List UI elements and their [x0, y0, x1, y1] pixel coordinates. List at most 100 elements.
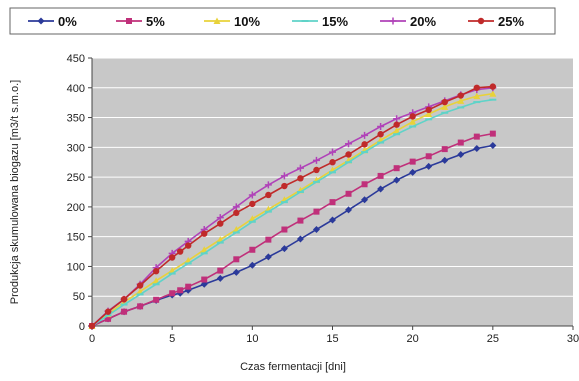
axes: 0 50 100 150 200 250 300 350 400 450 0 5 10 15 20 25 30 [67, 53, 579, 345]
y-tick-label: 250 [67, 172, 85, 184]
data-point [168, 254, 176, 261]
data-point [88, 322, 96, 330]
data-point [457, 92, 464, 99]
data-point [473, 133, 480, 140]
data-point [345, 140, 353, 148]
data-point [393, 127, 401, 134]
y-tick-label: 0 [79, 321, 85, 333]
data-point [473, 145, 481, 153]
y-tick-label: 350 [67, 113, 85, 125]
data-point [441, 146, 448, 153]
data-point [297, 217, 304, 224]
legend-item: 15% [292, 14, 348, 29]
y-tick-label: 100 [67, 261, 85, 273]
data-point [361, 131, 369, 139]
data-point [213, 17, 221, 24]
data-point [345, 206, 353, 214]
y-tick-label: 50 [73, 291, 85, 303]
data-point [361, 196, 369, 204]
legend-item: 25% [468, 14, 524, 29]
data-point [313, 208, 320, 215]
data-point [233, 256, 240, 263]
x-tick-label: 30 [567, 333, 579, 345]
data-point [201, 276, 208, 283]
legend-label: 25% [498, 14, 524, 29]
x-tick-label: 5 [169, 333, 175, 345]
data-point [281, 182, 288, 190]
data-point [200, 280, 208, 288]
data-point [489, 142, 497, 150]
x-tick-label: 0 [89, 333, 95, 345]
data-point [409, 118, 417, 125]
data-point [345, 190, 352, 197]
x-tick-label: 15 [326, 333, 338, 345]
data-point [37, 17, 45, 25]
data-point [120, 296, 128, 303]
data-point [393, 176, 401, 184]
data-point [457, 97, 465, 104]
data-point [217, 267, 224, 274]
data-point [361, 181, 368, 188]
data-point [169, 290, 176, 297]
data-point [489, 83, 497, 90]
data-point [265, 236, 272, 243]
data-point [185, 242, 192, 249]
legend-item: 0% [28, 14, 77, 29]
data-point [393, 115, 401, 123]
x-tick-label: 25 [487, 333, 499, 345]
data-point [377, 122, 385, 130]
series-line [91, 87, 493, 327]
data-point [377, 172, 384, 179]
data-point [329, 159, 336, 166]
y-tick-label: 300 [67, 142, 85, 154]
data-point [280, 245, 288, 253]
data-point [345, 151, 352, 158]
data-point [281, 226, 288, 233]
legend-box [9, 7, 556, 35]
legend-label: 10% [234, 14, 260, 29]
data-point [200, 246, 208, 253]
data-point [473, 92, 481, 100]
data-point [329, 216, 336, 224]
data-point [473, 84, 480, 91]
data-point [477, 17, 485, 25]
data-point [312, 226, 320, 234]
data-point [249, 200, 256, 208]
data-point [409, 113, 416, 120]
data-point [441, 156, 449, 164]
data-point [216, 274, 224, 282]
series-5 [88, 83, 497, 330]
data-point [248, 261, 256, 269]
data-point [312, 156, 320, 164]
legend-label: 5% [146, 14, 165, 29]
series-line [91, 98, 493, 327]
legend-label: 20% [410, 14, 436, 29]
data-point [280, 172, 288, 180]
data-point [137, 303, 144, 310]
x-axis-title: Czas fermentacji [dni] [240, 361, 346, 373]
data-point [296, 235, 304, 243]
data-point [393, 121, 400, 128]
data-point [264, 253, 272, 261]
legend-label: 15% [322, 14, 348, 29]
data-point [249, 246, 256, 253]
data-point [441, 98, 448, 106]
data-point [297, 175, 304, 182]
data-point [329, 199, 336, 206]
plot-area [92, 58, 573, 326]
data-point [441, 103, 449, 110]
y-tick-label: 450 [67, 53, 85, 65]
data-point [389, 17, 397, 25]
data-point [232, 268, 240, 276]
data-point [217, 220, 224, 227]
series-3 [88, 98, 497, 327]
legend-item: 10% [204, 14, 260, 29]
data-point [126, 18, 132, 24]
data-point [216, 214, 224, 222]
data-point [265, 191, 272, 199]
data-point [152, 277, 160, 284]
data-point [248, 191, 256, 199]
data-point [136, 282, 144, 289]
data-point [177, 287, 184, 294]
data-point [313, 166, 320, 174]
